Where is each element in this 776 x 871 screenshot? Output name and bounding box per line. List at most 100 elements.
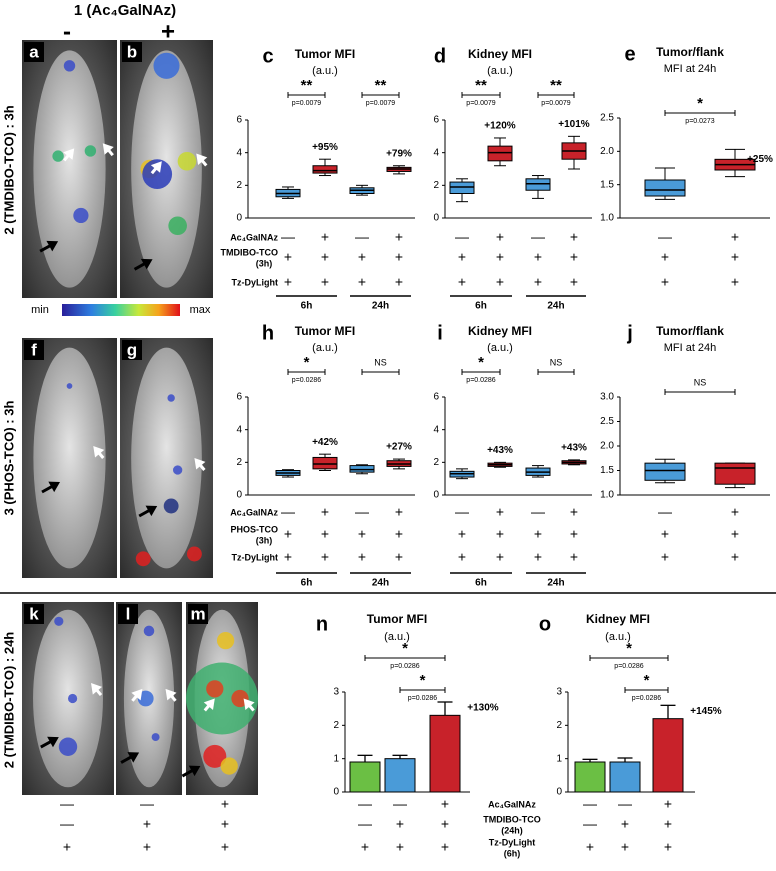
condition-sign: + [321,249,329,265]
box [644,179,686,197]
y-tick-label: 0 [236,490,242,501]
signal [58,737,78,756]
box [312,165,338,174]
bar [574,761,606,793]
condition-sign: + [395,274,403,290]
y-tick-label: 6 [433,392,439,403]
condition-sign: + [458,249,466,265]
panel-letter-bg [122,340,142,360]
condition-sign: + [458,526,466,542]
y-tick-label: 2 [556,720,562,731]
condition-sign: + [321,526,329,542]
condition-sign: + [570,504,578,520]
condition-label: PHOS-TCO [230,524,278,534]
condition-sign: + [441,839,449,855]
change-label: +43% [561,443,587,454]
condition-label: Ac₄GalNAz [230,232,278,242]
p-value: p=0.0273 [685,118,714,125]
signal [52,150,64,162]
condition-sign: + [664,839,672,855]
panel-letter: i [437,322,443,344]
p-value: p=0.0286 [390,663,419,670]
condition-sign: + [731,274,739,290]
condition-sign: + [496,229,504,245]
condition-sign: + [534,274,542,290]
condition-sign: + [396,816,404,832]
arrow-head [203,698,215,711]
condition-sign: — [358,796,372,812]
condition-sign: + [570,229,578,245]
condition-sign: + [621,839,629,855]
condition-sign: + [358,274,366,290]
bar [384,758,416,793]
condition-sign: + [441,816,449,832]
significance: ** [475,77,487,94]
box [449,181,475,194]
box [487,145,513,162]
change-label: +145% [690,706,722,717]
condition-sign: + [661,249,669,265]
chart-subtitle: (a.u.) [487,65,513,77]
mouse-image: g [120,338,213,578]
mouse-image: m [181,602,258,795]
signal [135,551,151,567]
chart-title: Tumor MFI [295,47,355,61]
condition-sign: + [534,526,542,542]
arrow-head [140,258,153,270]
mouse-image: a [22,40,117,298]
condition-sign: — [455,229,469,245]
condition-sign: + [496,504,504,520]
significance: ** [301,77,313,94]
y-tick-label: 1.0 [600,213,614,224]
bar [349,761,381,793]
signal [177,151,197,171]
condition-label: Ac₄GalNAz [230,507,278,517]
arrow-head [188,765,201,777]
mouse-body [33,50,106,288]
condition-sign: + [731,504,739,520]
y-tick-label: 2 [236,457,242,468]
header-minus: - [63,18,71,45]
condition-sign: + [321,504,329,520]
arrow-head [63,148,75,160]
significance: NS [550,357,563,367]
arrow-head [93,446,105,458]
y-tick-label: 6 [236,392,242,403]
condition-sign: — [140,796,154,812]
chart-subtitle: (a.u.) [312,65,338,77]
condition-sign: — [531,229,545,245]
condition-sign: + [395,549,403,565]
significance: ** [550,77,562,94]
y-tick-label: 4 [433,424,439,435]
signal [54,616,64,626]
condition-sign: + [496,249,504,265]
arrow-head [243,698,255,711]
condition-sign: + [396,839,404,855]
condition-sign: + [621,816,629,832]
group-label: 6h [475,578,487,589]
chart-title: Tumor/flank [656,324,724,338]
condition-sign: + [570,274,578,290]
condition-sign: + [534,249,542,265]
panel-letter: d [434,45,446,67]
header-title: 1 (Ac₄GalNAz) [74,2,176,19]
change-label: +43% [487,445,513,456]
signal [73,207,89,224]
signal [216,631,235,650]
box [525,178,551,191]
y-tick-label: 3 [333,687,339,698]
chart-title: Kidney MFI [586,612,650,626]
y-tick-label: 0 [556,787,562,798]
y-tick-label: 4 [236,424,242,435]
y-tick-label: 0 [433,213,439,224]
chart-subtitle: (a.u.) [605,631,631,643]
p-value: p=0.0286 [292,377,321,384]
condition-note: (24h) [501,825,523,835]
condition-sign: + [284,526,292,542]
condition-sign: — [658,229,672,245]
colorbar-min: min [31,304,49,316]
colorbar-max: max [190,304,211,316]
row-label: 3 (PHOS-TCO) : 3h [1,401,16,516]
condition-sign: + [395,249,403,265]
